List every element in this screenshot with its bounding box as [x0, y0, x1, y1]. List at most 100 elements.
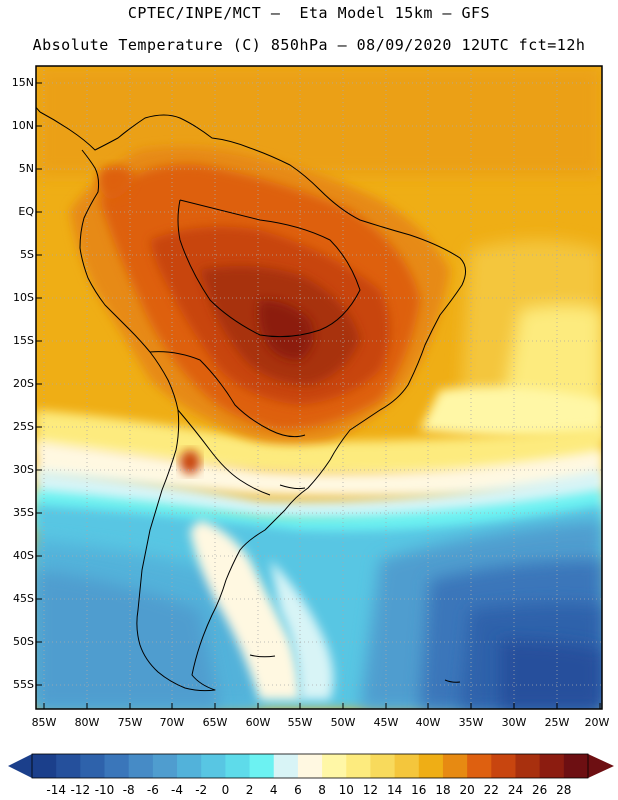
lat-label: 55S [13, 678, 34, 691]
colorbar [8, 753, 614, 779]
coastlines [36, 106, 466, 692]
colorbar-swatch [394, 754, 420, 778]
field-band-6p [270, 560, 334, 700]
lat-label: 15S [13, 334, 34, 347]
colorbar-swatch [273, 754, 299, 778]
field-band-8 [36, 440, 602, 497]
colorbar-swatch [346, 754, 371, 778]
lat-label: 10N [11, 119, 34, 132]
field-band-28 [258, 300, 314, 360]
field-band-18b [36, 66, 602, 176]
rio-de-la-plata [279, 484, 306, 490]
axis-ticks [36, 82, 601, 709]
colorbar-arrow-left [8, 754, 32, 778]
colorbar-label: 0 [221, 783, 230, 797]
colorbar-swatch [201, 754, 226, 778]
colorbar-label: 16 [411, 783, 427, 797]
lon-label: 20W [584, 716, 610, 729]
lat-label: 10S [13, 291, 34, 304]
colorbar-swatch [467, 754, 492, 778]
colorbar-swatch [418, 754, 444, 778]
colorbar-label: 18 [435, 783, 451, 797]
lat-label: 5S [20, 248, 34, 261]
lon-label: 60W [245, 716, 271, 729]
map-frame [35, 65, 603, 710]
colorbar-swatch [225, 754, 251, 778]
colorbar-label: 10 [338, 783, 354, 797]
colorbar-label: 24 [507, 783, 524, 797]
lat-label: 5N [18, 162, 34, 175]
chart-title-line1: CPTEC/INPE/MCT – Eta Model 15km – GFS [127, 4, 491, 22]
colorbar-label: -12 [70, 783, 91, 797]
colorbar-swatch [177, 754, 202, 778]
colorbar-swatch [322, 754, 347, 778]
lon-label: 25W [544, 716, 570, 729]
lon-label: 50W [330, 716, 356, 729]
colorbar-outline [31, 753, 589, 779]
falklands [249, 654, 276, 658]
colorbar-swatch [32, 754, 57, 778]
colorbar-swatch [128, 754, 154, 778]
colorbar-swatch [56, 754, 81, 778]
lat-label: 35S [13, 506, 34, 519]
temperature-field [36, 66, 602, 709]
lat-label: 30S [13, 463, 34, 476]
colorbar-label: 4 [269, 783, 278, 797]
colorbar-label: 28 [556, 783, 572, 797]
colorbar-swatch [297, 754, 323, 778]
field-band-22n [98, 166, 135, 200]
colorbar-label: -6 [146, 783, 159, 797]
central-america-coast [36, 106, 41, 113]
lon-label: 80W [74, 716, 100, 729]
colorbar-label: -4 [171, 783, 184, 797]
colorbar-label: 20 [459, 783, 475, 797]
colorbar-arrow-right [588, 754, 614, 778]
colorbar-label: 6 [294, 783, 302, 797]
colorbar-label: -10 [94, 783, 115, 797]
lon-label: 70W [159, 716, 185, 729]
argentina-chile-border [177, 409, 271, 496]
lon-label: 45W [373, 716, 399, 729]
colorbar-swatch [249, 754, 275, 778]
colorbar-swatch [104, 754, 130, 778]
colorbar-label: -14 [46, 783, 66, 797]
colorbar-swatch [539, 754, 565, 778]
colorbar-label: 22 [483, 783, 499, 797]
lat-label: 25S [13, 420, 34, 433]
chart-title-line2: Absolute Temperature (C) 850hPa – 08/09/… [32, 36, 586, 54]
south-georgia [444, 679, 461, 683]
lon-label: 30W [501, 716, 527, 729]
colorbar-label: 14 [386, 783, 403, 797]
colorbar-label: 2 [245, 783, 254, 797]
colorbar-swatch [515, 754, 541, 778]
brazil-border-interior [177, 199, 361, 338]
field-band-24a [180, 450, 200, 474]
colorbar-swatch [442, 754, 468, 778]
lat-label: 45S [13, 592, 34, 605]
lon-label: 40W [415, 716, 441, 729]
colorbar-label: -2 [195, 783, 208, 797]
lat-label: EQ [18, 205, 34, 218]
lon-label: 55W [287, 716, 313, 729]
lat-label: 20S [13, 377, 34, 390]
colorbar-label: 12 [362, 783, 379, 797]
field-band-8p [190, 520, 300, 700]
lon-label: 85W [31, 716, 57, 729]
field-band-m12 [500, 640, 602, 709]
lon-label: 75W [117, 716, 143, 729]
colorbar-swatch [152, 754, 178, 778]
colorbar-label: 8 [318, 783, 326, 797]
field-band-m4 [36, 570, 220, 709]
colorbar-swatch [491, 754, 516, 778]
lat-label: 40S [13, 549, 34, 562]
lon-label: 65W [202, 716, 228, 729]
lat-label: 50S [13, 635, 34, 648]
lon-label: 35W [458, 716, 484, 729]
lat-label: 15N [11, 76, 34, 89]
colorbar-swatch [80, 754, 106, 778]
colorbar-label: -8 [122, 783, 135, 797]
colorbar-label: 26 [532, 783, 548, 797]
bolivia-paraguay-border [149, 351, 306, 438]
colorbar-swatch [370, 754, 396, 778]
